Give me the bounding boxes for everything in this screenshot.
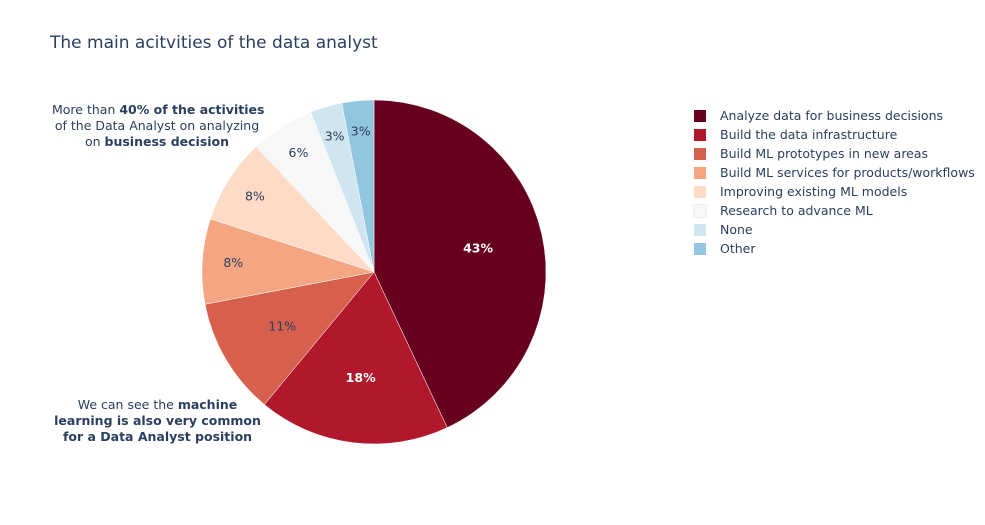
- legend-label: Research to advance ML: [720, 203, 873, 218]
- legend-item[interactable]: Research to advance ML: [693, 201, 975, 220]
- annotation-text: learning is also very common: [54, 413, 261, 428]
- legend-label: None: [720, 222, 753, 237]
- annotation-text: of the Data Analyst on analyzing: [54, 118, 260, 133]
- pie-slice[interactable]: [204, 271, 375, 405]
- legend: Analyze data for business decisions Build…: [693, 106, 975, 258]
- legend-swatch: [694, 147, 706, 160]
- legend-swatch: [694, 166, 706, 179]
- legend-swatch: [694, 242, 706, 255]
- legend-label: Build ML prototypes in new areas: [720, 146, 929, 161]
- legend-item[interactable]: Build ML prototypes in new areas: [694, 144, 975, 163]
- slice-label: 18%: [346, 370, 376, 385]
- legend-swatch: [693, 203, 707, 218]
- legend-swatch: [694, 223, 706, 236]
- annotation-machine-learning: We can see the machine learning is also v…: [40, 397, 275, 445]
- annotation-text: machine: [177, 397, 238, 412]
- legend-item[interactable]: Improving existing ML models: [694, 182, 975, 201]
- slice-label: 43%: [463, 241, 493, 256]
- annotation-text: for a Data Analyst position: [62, 429, 253, 444]
- legend-swatch: [694, 109, 706, 122]
- slice-label: 8%: [245, 188, 265, 203]
- legend-label: Analyze data for business decisions: [720, 108, 944, 123]
- slice-label: 6%: [289, 145, 309, 160]
- annotation-text: More than: [52, 102, 120, 117]
- annotation-text: business decision: [104, 134, 230, 149]
- legend-label: Other: [720, 241, 756, 256]
- legend-label: Build the data infrastructure: [720, 127, 898, 142]
- legend-item[interactable]: Build ML services for products/workflows: [694, 163, 975, 182]
- legend-label: Improving existing ML models: [720, 184, 908, 199]
- slice-label: 8%: [223, 255, 243, 270]
- legend-item[interactable]: Other: [694, 239, 975, 258]
- annotation-text: on: [84, 134, 105, 149]
- legend-swatch: [694, 128, 706, 141]
- legend-swatch: [694, 185, 706, 198]
- legend-label: Build ML services for products/workflows: [720, 165, 975, 180]
- slice-label: 3%: [351, 124, 371, 139]
- annotation-business-decision: More than 40% of the activities of the Da…: [52, 102, 265, 150]
- annotation-text: We can see the: [77, 397, 178, 412]
- pie-slice[interactable]: [264, 271, 448, 445]
- legend-item[interactable]: Analyze data for business decisions: [694, 106, 975, 125]
- annotation-text: 40% of the activities: [119, 102, 265, 117]
- pie-slice[interactable]: [341, 99, 375, 273]
- pie-slice[interactable]: [373, 99, 547, 428]
- legend-item[interactable]: None: [694, 220, 975, 239]
- legend-item[interactable]: Build the data infrastructure: [694, 125, 975, 144]
- slice-label: 11%: [268, 318, 296, 333]
- slice-label: 3%: [325, 129, 345, 144]
- chart-title: The main acitvities of the data analyst: [50, 33, 378, 53]
